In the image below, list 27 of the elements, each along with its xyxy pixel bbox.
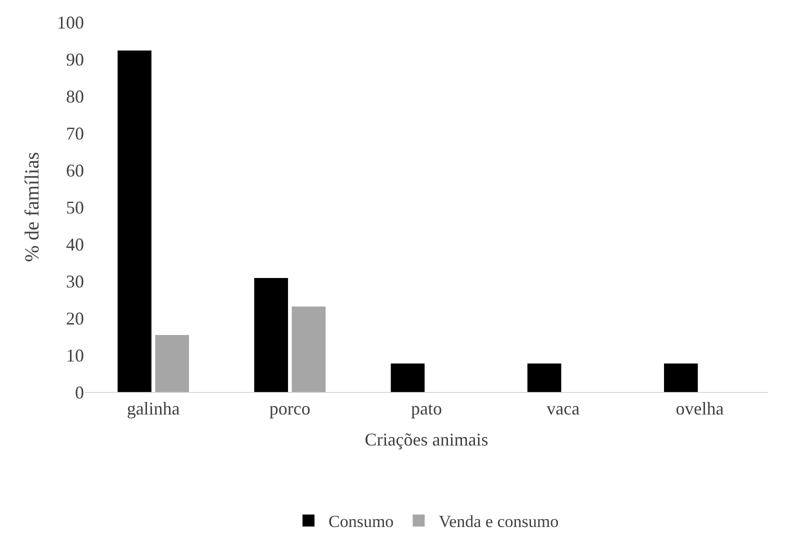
x-axis-title: Criações animais xyxy=(364,430,488,450)
bar xyxy=(390,364,425,392)
legend-label: Consumo xyxy=(328,512,394,532)
y-tick-label: 90 xyxy=(66,49,84,70)
y-tick-label: 60 xyxy=(66,160,84,180)
y-tick-label: 70 xyxy=(66,123,84,144)
y-tick-label: 80 xyxy=(66,86,84,106)
legend-label: Venda e consumo xyxy=(438,512,559,532)
bar xyxy=(292,306,326,392)
y-tick-label: 20 xyxy=(66,308,84,328)
y-tick-label: 10 xyxy=(66,345,84,366)
bar xyxy=(118,50,152,392)
x-tick-label: porco xyxy=(269,398,310,419)
bar xyxy=(254,278,288,392)
y-axis-title: % de famílias xyxy=(22,152,44,262)
y-tick-label: 50 xyxy=(66,197,84,218)
x-tick-label: pato xyxy=(411,398,442,419)
x-tick-label: galinha xyxy=(126,398,180,419)
y-tick-label: 40 xyxy=(66,234,84,254)
y-tick-label: 100 xyxy=(57,12,84,32)
bar xyxy=(527,364,562,392)
x-tick-label: vaca xyxy=(546,398,580,419)
y-tick-label: 0 xyxy=(75,382,84,402)
bar xyxy=(664,364,698,392)
y-tick-label: 30 xyxy=(66,271,84,292)
bar xyxy=(155,335,189,392)
x-tick-label: ovelha xyxy=(676,398,724,419)
